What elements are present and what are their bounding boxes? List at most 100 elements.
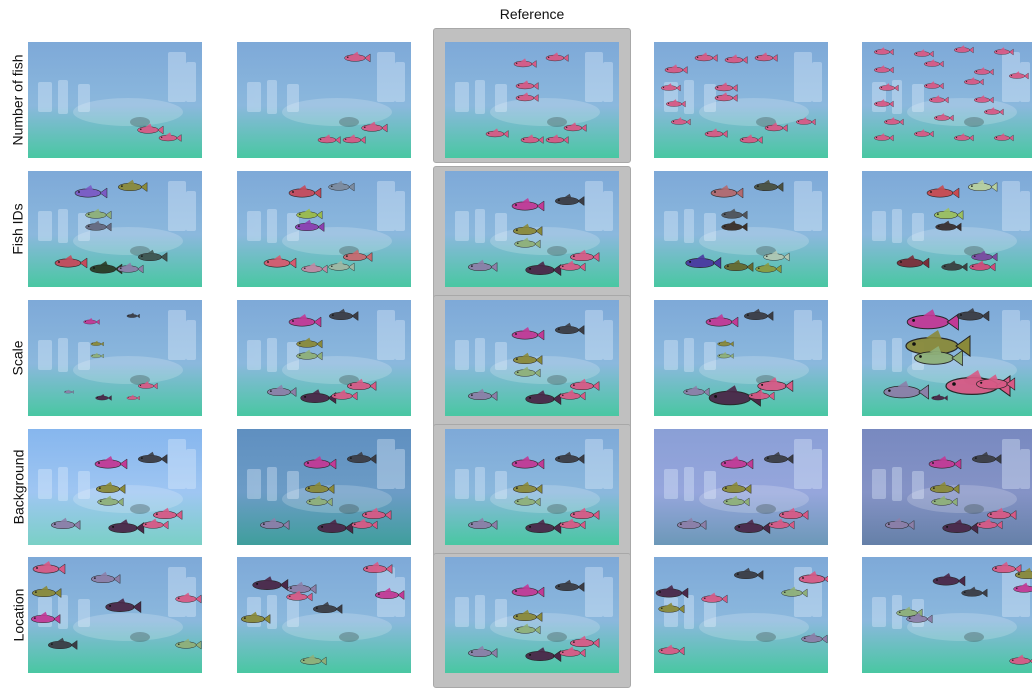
fish bbox=[118, 179, 148, 192]
fish bbox=[105, 598, 142, 614]
fish bbox=[935, 220, 962, 232]
fish bbox=[874, 65, 894, 74]
reference-image-tile bbox=[445, 42, 619, 158]
fish bbox=[513, 609, 543, 622]
fish bbox=[683, 385, 710, 397]
fish bbox=[263, 255, 297, 269]
fish bbox=[514, 623, 541, 635]
fish bbox=[885, 517, 915, 530]
fish bbox=[755, 262, 782, 274]
underwater-scene bbox=[237, 171, 411, 287]
fish bbox=[51, 517, 81, 530]
fish bbox=[930, 481, 960, 494]
variant-image-tile bbox=[654, 557, 828, 673]
fish bbox=[555, 451, 585, 464]
fish bbox=[329, 308, 359, 321]
fish bbox=[514, 495, 541, 507]
fish bbox=[723, 495, 750, 507]
fish bbox=[906, 309, 959, 331]
fish bbox=[468, 645, 498, 658]
fish bbox=[969, 260, 996, 272]
reference-header: Reference bbox=[499, 6, 565, 22]
fish bbox=[874, 47, 894, 56]
fish bbox=[175, 592, 202, 604]
variant-image-tile bbox=[654, 429, 828, 545]
fish bbox=[95, 394, 112, 401]
fish bbox=[914, 49, 934, 58]
fish bbox=[317, 134, 341, 144]
fish bbox=[779, 507, 809, 520]
variant-image-tile bbox=[28, 42, 202, 158]
underwater-scene bbox=[862, 300, 1032, 416]
fish bbox=[570, 249, 600, 262]
fish bbox=[570, 378, 600, 391]
fish bbox=[724, 54, 748, 64]
fish bbox=[347, 378, 377, 391]
fish bbox=[137, 123, 164, 135]
fish bbox=[677, 517, 707, 530]
fish bbox=[934, 113, 954, 122]
fish bbox=[932, 573, 966, 587]
variant-image-tile bbox=[237, 300, 411, 416]
fish bbox=[142, 518, 169, 530]
fish bbox=[48, 637, 78, 650]
reference-image-tile bbox=[445, 429, 619, 545]
fish bbox=[968, 179, 998, 192]
fish bbox=[108, 519, 145, 535]
fish bbox=[658, 602, 685, 614]
fish bbox=[296, 337, 323, 349]
fish bbox=[994, 133, 1014, 142]
fish bbox=[976, 374, 1016, 391]
underwater-scene bbox=[237, 42, 411, 158]
fish bbox=[931, 495, 958, 507]
fish bbox=[559, 518, 586, 530]
fish bbox=[954, 45, 974, 54]
fish bbox=[796, 117, 816, 126]
fish bbox=[928, 456, 962, 470]
fish bbox=[305, 481, 335, 494]
fish bbox=[992, 561, 1022, 574]
underwater-scene bbox=[28, 42, 202, 158]
fish bbox=[511, 584, 545, 598]
fish bbox=[175, 638, 202, 650]
variant-image-tile bbox=[862, 171, 1032, 287]
fish bbox=[138, 451, 168, 464]
fish bbox=[666, 99, 686, 108]
fish bbox=[734, 567, 764, 580]
fish bbox=[31, 611, 61, 624]
fish bbox=[972, 451, 1002, 464]
fish bbox=[375, 587, 405, 600]
fish bbox=[85, 208, 112, 220]
fish bbox=[956, 308, 990, 322]
underwater-scene bbox=[654, 42, 828, 158]
fish bbox=[714, 92, 738, 102]
reference-image-tile bbox=[445, 300, 619, 416]
underwater-scene bbox=[445, 429, 619, 545]
fish bbox=[694, 52, 718, 62]
fish bbox=[343, 249, 373, 262]
variant-image-tile bbox=[237, 429, 411, 545]
fish bbox=[545, 52, 569, 62]
fish bbox=[514, 366, 541, 378]
fish bbox=[317, 519, 354, 535]
fish bbox=[720, 456, 754, 470]
fish bbox=[658, 644, 685, 656]
fish bbox=[906, 612, 933, 624]
fish bbox=[717, 340, 734, 347]
fish bbox=[288, 314, 322, 328]
fish bbox=[515, 80, 539, 90]
fish bbox=[468, 517, 498, 530]
underwater-scene bbox=[445, 171, 619, 287]
underwater-scene bbox=[445, 557, 619, 673]
variant-image-tile bbox=[28, 171, 202, 287]
fish bbox=[96, 481, 126, 494]
fish bbox=[1015, 567, 1032, 580]
underwater-scene bbox=[28, 429, 202, 545]
fish bbox=[705, 314, 739, 328]
fish bbox=[798, 571, 828, 584]
underwater-scene bbox=[237, 557, 411, 673]
fish bbox=[964, 77, 984, 86]
fish bbox=[763, 250, 790, 262]
fish bbox=[342, 134, 366, 144]
fish bbox=[328, 180, 355, 192]
